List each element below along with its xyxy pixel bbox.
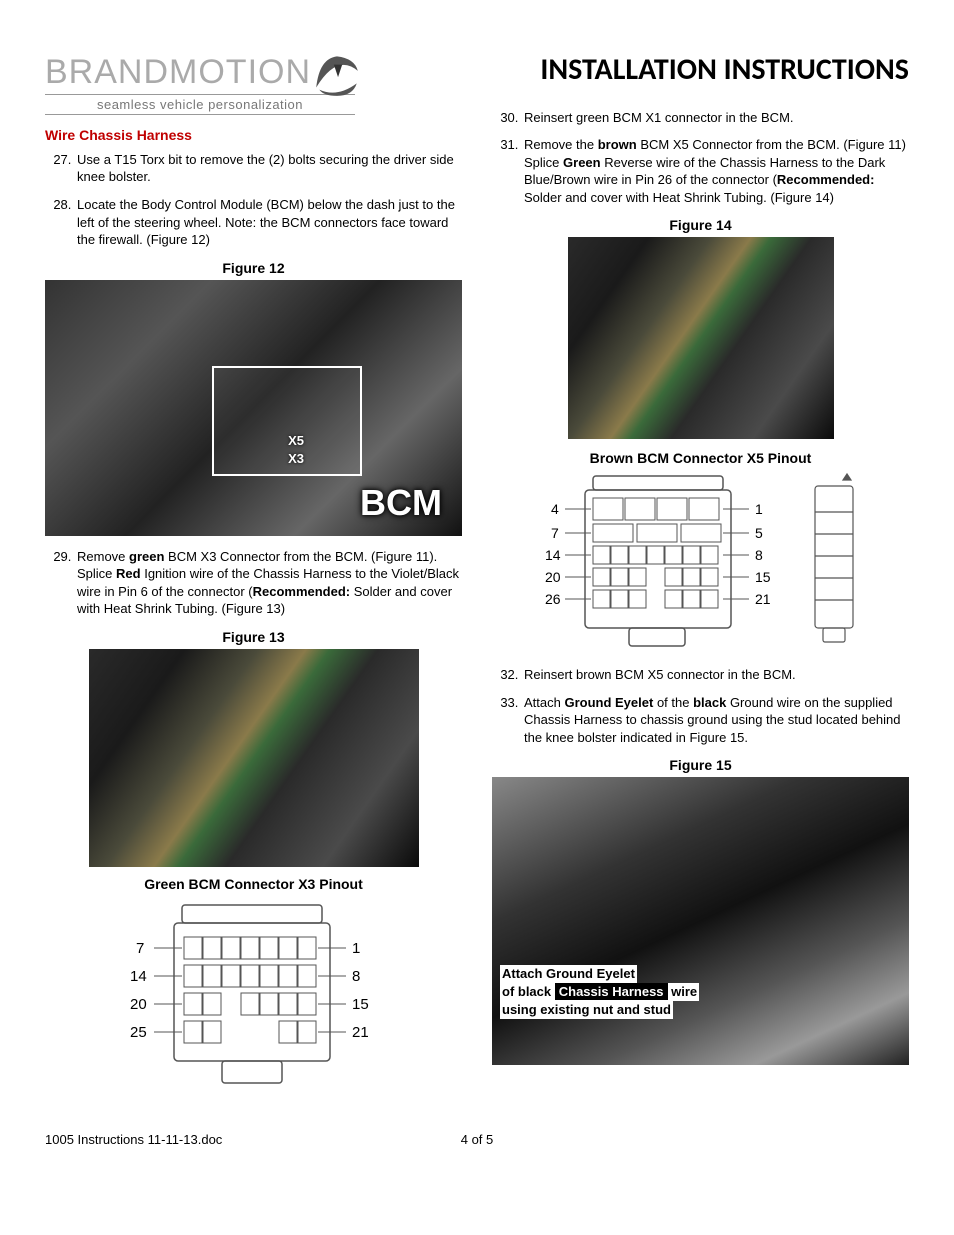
steps-list-right: Reinsert green BCM X1 connector in the B… xyxy=(492,109,909,207)
pinout-x5-diagram: 4 7 14 20 26 1 5 8 15 21 xyxy=(537,472,787,652)
step-32: Reinsert brown BCM X5 connector in the B… xyxy=(522,666,909,684)
figure-13-image xyxy=(89,649,419,867)
svg-text:8: 8 xyxy=(755,547,763,563)
left-column: BRANDMOTION seamless vehicle personaliza… xyxy=(45,50,462,1097)
svg-text:26: 26 xyxy=(545,591,561,607)
page: BRANDMOTION seamless vehicle personaliza… xyxy=(45,50,909,1097)
svg-text:20: 20 xyxy=(130,996,147,1013)
step-30: Reinsert green BCM X1 connector in the B… xyxy=(522,109,909,127)
figure-15-overlay: Attach Ground Eyelet of black Chassis Ha… xyxy=(500,965,699,1020)
figure-13-caption: Figure 13 xyxy=(45,628,462,647)
footer-filename: 1005 Instructions 11-11-13.doc xyxy=(45,1131,222,1149)
footer-page-number: 4 of 5 xyxy=(461,1131,494,1149)
figure-14-image xyxy=(568,237,834,439)
svg-text:5: 5 xyxy=(755,525,763,541)
step-27: Use a T15 Torx bit to remove the (2) bol… xyxy=(75,151,462,186)
step-31: Remove the brown BCM X5 Connector from t… xyxy=(522,136,909,206)
figure-12-x5-label: X5 xyxy=(288,432,304,450)
svg-text:1: 1 xyxy=(352,940,360,957)
figure-14-pinout-title: Brown BCM Connector X5 Pinout xyxy=(492,449,909,468)
figure-12-bcm-label: BCM xyxy=(360,479,442,528)
svg-text:8: 8 xyxy=(352,968,360,985)
pinout-x3-diagram: 7 14 20 25 1 8 15 21 xyxy=(124,897,384,1097)
right-column: INSTALLATION INSTRUCTIONS Reinsert green… xyxy=(492,50,909,1097)
steps-list-left: Use a T15 Torx bit to remove the (2) bol… xyxy=(45,151,462,249)
figure-15-image: Attach Ground Eyelet of black Chassis Ha… xyxy=(492,777,909,1065)
step-33: Attach Ground Eyelet of the black Ground… xyxy=(522,694,909,747)
svg-text:15: 15 xyxy=(352,996,369,1013)
step-29: Remove green BCM X3 Connector from the B… xyxy=(75,548,462,618)
svg-text:7: 7 xyxy=(551,525,559,541)
svg-text:20: 20 xyxy=(545,569,561,585)
pinout-x5-side-icon xyxy=(805,472,865,652)
logo-brand-light: BRAND xyxy=(45,53,169,91)
figure-12-x3-label: X3 xyxy=(288,450,304,468)
svg-text:1: 1 xyxy=(755,501,763,517)
step-28: Locate the Body Control Module (BCM) bel… xyxy=(75,196,462,249)
logo-swoosh-icon xyxy=(311,48,363,100)
svg-text:21: 21 xyxy=(352,1024,369,1041)
svg-text:21: 21 xyxy=(755,591,771,607)
svg-text:7: 7 xyxy=(136,940,144,957)
figure-14-caption: Figure 14 xyxy=(492,216,909,235)
svg-text:14: 14 xyxy=(130,968,147,985)
logo-tagline: seamless vehicle personalization xyxy=(45,94,355,116)
figure-12-image: X5 X3 BCM xyxy=(45,280,462,536)
svg-text:25: 25 xyxy=(130,1024,147,1041)
logo-brand-bold: MOTION xyxy=(169,53,311,91)
section-title: Wire Chassis Harness xyxy=(45,126,462,145)
figure-15-caption: Figure 15 xyxy=(492,756,909,775)
svg-text:4: 4 xyxy=(551,501,559,517)
svg-text:14: 14 xyxy=(545,547,561,563)
steps-list-right-2: Reinsert brown BCM X5 connector in the B… xyxy=(492,666,909,746)
svg-text:15: 15 xyxy=(755,569,771,585)
brown-connector-pinout: 4 7 14 20 26 1 5 8 15 21 xyxy=(492,472,909,652)
figure-12-caption: Figure 12 xyxy=(45,259,462,278)
figure-13-pinout-title: Green BCM Connector X3 Pinout xyxy=(45,875,462,894)
page-title: INSTALLATION INSTRUCTIONS xyxy=(492,50,909,91)
page-footer: 1005 Instructions 11-11-13.doc 4 of 5 xyxy=(45,1131,909,1149)
brand-logo: BRANDMOTION seamless vehicle personaliza… xyxy=(45,50,355,120)
steps-list-left-2: Remove green BCM X3 Connector from the B… xyxy=(45,548,462,618)
green-connector-pinout: 7 14 20 25 1 8 15 21 xyxy=(45,897,462,1097)
